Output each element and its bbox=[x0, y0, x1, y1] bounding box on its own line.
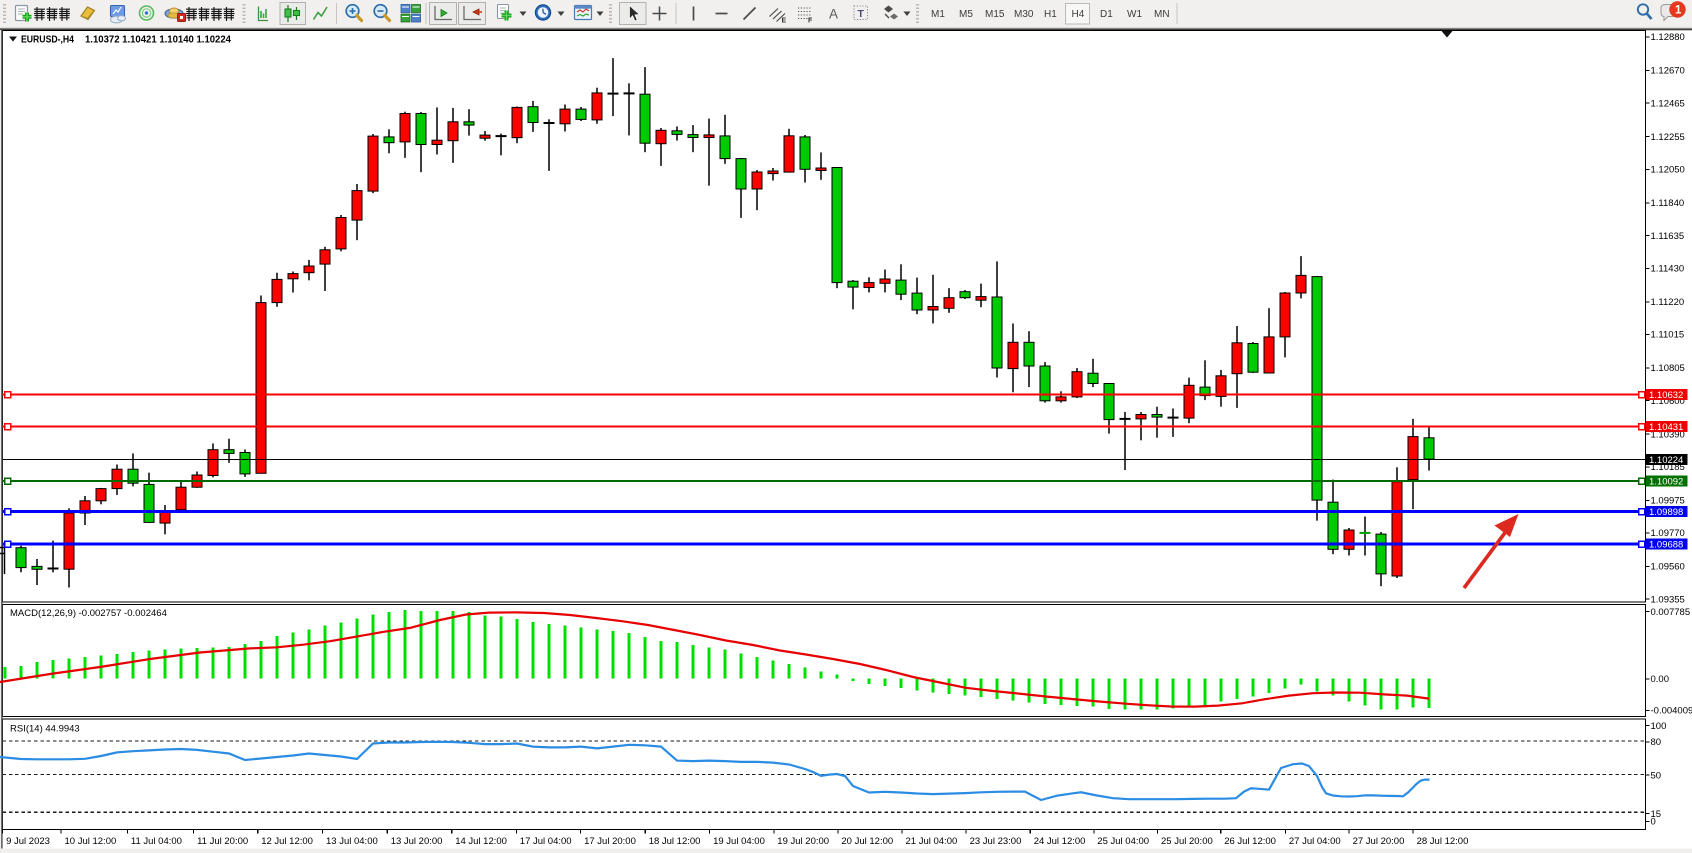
svg-text:50: 50 bbox=[1651, 770, 1662, 781]
svg-text:H1: H1 bbox=[1044, 9, 1057, 20]
svg-text:E: E bbox=[782, 18, 787, 25]
svg-text:M5: M5 bbox=[959, 9, 973, 20]
svg-text:1.09770: 1.09770 bbox=[1651, 528, 1685, 539]
svg-text:MN: MN bbox=[1154, 9, 1170, 20]
svg-text:19 Jul 20:00: 19 Jul 20:00 bbox=[777, 836, 829, 847]
svg-text:21 Jul 04:00: 21 Jul 04:00 bbox=[906, 836, 958, 847]
svg-text:1.09560: 1.09560 bbox=[1651, 562, 1685, 573]
svg-text:1.10372 1.10421 1.10140 1.1022: 1.10372 1.10421 1.10140 1.10224 bbox=[85, 35, 231, 46]
svg-text:19 Jul 04:00: 19 Jul 04:00 bbox=[713, 836, 765, 847]
svg-text:14 Jul 12:00: 14 Jul 12:00 bbox=[455, 836, 507, 847]
svg-text:20 Jul 12:00: 20 Jul 12:00 bbox=[841, 836, 893, 847]
svg-text:1.11635: 1.11635 bbox=[1651, 231, 1685, 242]
svg-text:1.10390: 1.10390 bbox=[1651, 429, 1685, 440]
svg-text:M15: M15 bbox=[985, 9, 1005, 20]
svg-text:1.09688: 1.09688 bbox=[1649, 539, 1683, 550]
svg-text:-0.004009: -0.004009 bbox=[1651, 706, 1692, 717]
svg-text:EURUSD-,H4: EURUSD-,H4 bbox=[21, 35, 74, 46]
svg-text:26 Jul 12:00: 26 Jul 12:00 bbox=[1224, 836, 1276, 847]
svg-text:24 Jul 12:00: 24 Jul 12:00 bbox=[1034, 836, 1086, 847]
svg-text:1.10092: 1.10092 bbox=[1649, 476, 1683, 487]
svg-text:1.11430: 1.11430 bbox=[1651, 264, 1685, 275]
svg-text:17 Jul 20:00: 17 Jul 20:00 bbox=[584, 836, 636, 847]
svg-text:M1: M1 bbox=[931, 9, 945, 20]
svg-text:10 Jul 12:00: 10 Jul 12:00 bbox=[65, 836, 117, 847]
svg-text:0.00: 0.00 bbox=[1651, 674, 1670, 685]
svg-text:15: 15 bbox=[1651, 809, 1662, 820]
svg-text:100: 100 bbox=[1651, 721, 1667, 732]
svg-text:1.12255: 1.12255 bbox=[1651, 132, 1685, 143]
svg-text:18 Jul 12:00: 18 Jul 12:00 bbox=[649, 836, 701, 847]
svg-text:1: 1 bbox=[1675, 5, 1682, 17]
svg-text:RSI(14) 44.9943: RSI(14) 44.9943 bbox=[10, 724, 80, 735]
svg-text:11 Jul 04:00: 11 Jul 04:00 bbox=[131, 836, 182, 847]
svg-text:1.10632: 1.10632 bbox=[1649, 390, 1683, 401]
svg-text:1.11840: 1.11840 bbox=[1651, 198, 1685, 209]
svg-text:9 Jul 2023: 9 Jul 2023 bbox=[6, 836, 50, 847]
svg-text:27 Jul 20:00: 27 Jul 20:00 bbox=[1353, 836, 1405, 847]
svg-text:1.11015: 1.11015 bbox=[1651, 330, 1685, 341]
svg-text:1.10600: 1.10600 bbox=[1651, 396, 1685, 407]
svg-text:12 Jul 12:00: 12 Jul 12:00 bbox=[261, 836, 313, 847]
svg-text:0: 0 bbox=[1651, 817, 1656, 828]
svg-text:1.11220: 1.11220 bbox=[1651, 297, 1685, 308]
svg-text:1.09898: 1.09898 bbox=[1649, 507, 1683, 518]
svg-text:25 Jul 04:00: 25 Jul 04:00 bbox=[1097, 836, 1149, 847]
svg-text:1.12465: 1.12465 bbox=[1651, 98, 1685, 109]
svg-text:1.12050: 1.12050 bbox=[1651, 165, 1685, 176]
svg-text:1.10805: 1.10805 bbox=[1651, 363, 1685, 374]
svg-text:D1: D1 bbox=[1100, 9, 1113, 20]
svg-text:80: 80 bbox=[1651, 737, 1662, 748]
svg-text:13 Jul 04:00: 13 Jul 04:00 bbox=[326, 836, 378, 847]
svg-text:17 Jul 04:00: 17 Jul 04:00 bbox=[520, 836, 572, 847]
svg-text:H4: H4 bbox=[1072, 9, 1085, 20]
svg-text:23 Jul 23:00: 23 Jul 23:00 bbox=[970, 836, 1022, 847]
svg-text:1.10224: 1.10224 bbox=[1649, 455, 1683, 466]
svg-text:11 Jul 20:00: 11 Jul 20:00 bbox=[197, 836, 248, 847]
svg-text:1.10185: 1.10185 bbox=[1651, 462, 1685, 473]
svg-text:13 Jul 20:00: 13 Jul 20:00 bbox=[391, 836, 443, 847]
svg-text:1.09975: 1.09975 bbox=[1651, 496, 1685, 507]
svg-text:1.10431: 1.10431 bbox=[1649, 422, 1683, 433]
svg-text:28 Jul 12:00: 28 Jul 12:00 bbox=[1417, 836, 1469, 847]
svg-text:F: F bbox=[808, 18, 813, 25]
svg-text:0.007785: 0.007785 bbox=[1651, 607, 1691, 618]
svg-text:1.12880: 1.12880 bbox=[1651, 32, 1685, 43]
svg-text:1.09355: 1.09355 bbox=[1651, 594, 1685, 605]
svg-text:MACD(12,26,9) -0.002757 -0.002: MACD(12,26,9) -0.002757 -0.002464 bbox=[10, 608, 167, 619]
svg-text:T: T bbox=[858, 8, 865, 20]
svg-text:27 Jul 04:00: 27 Jul 04:00 bbox=[1289, 836, 1341, 847]
svg-text:M30: M30 bbox=[1014, 9, 1034, 20]
svg-text:W1: W1 bbox=[1127, 9, 1142, 20]
svg-text:1.12670: 1.12670 bbox=[1651, 66, 1685, 77]
svg-text:A: A bbox=[829, 7, 838, 22]
svg-text:25 Jul 20:00: 25 Jul 20:00 bbox=[1161, 836, 1213, 847]
